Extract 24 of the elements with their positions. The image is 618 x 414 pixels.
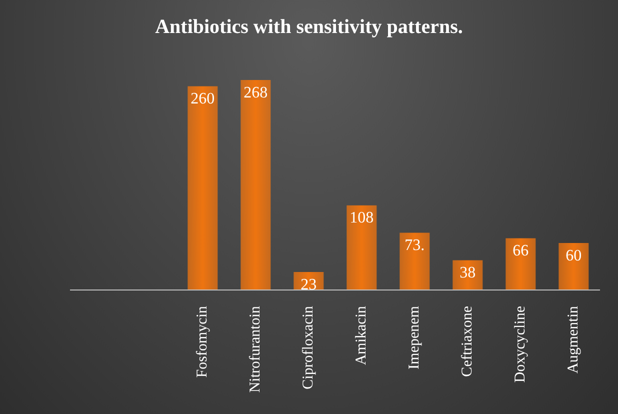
- chart-title: Antibiotics with sensitivity patterns.: [154, 16, 464, 39]
- data-label: 38: [460, 264, 476, 282]
- bar: [240, 80, 271, 290]
- data-label: 60: [566, 247, 582, 264]
- bar: [188, 86, 218, 290]
- bar: [346, 205, 377, 290]
- data-label: 260: [190, 90, 215, 108]
- x-tick-label: Nitrofurantoin: [248, 306, 264, 393]
- x-tick-label: Ciprofloxacin: [300, 306, 316, 390]
- data-label: 108: [350, 210, 374, 227]
- bar: [506, 238, 536, 290]
- data-label: 23: [300, 276, 317, 294]
- x-tick-label: Ceftriaxone: [460, 306, 476, 377]
- data-label: 66: [512, 242, 529, 260]
- data-label: 268: [244, 84, 268, 102]
- x-tick-label: Imepenem: [406, 306, 422, 370]
- x-tick-label: Fosfomycin: [194, 306, 210, 378]
- bar: [452, 260, 483, 290]
- x-tick-label: Augmentin: [566, 306, 582, 374]
- x-tick-label: Doxycycline: [512, 306, 528, 383]
- data-label: 73.: [404, 237, 425, 254]
- bar: [558, 242, 589, 290]
- bar: [400, 232, 430, 290]
- x-tick-label: Amikacin: [354, 306, 370, 366]
